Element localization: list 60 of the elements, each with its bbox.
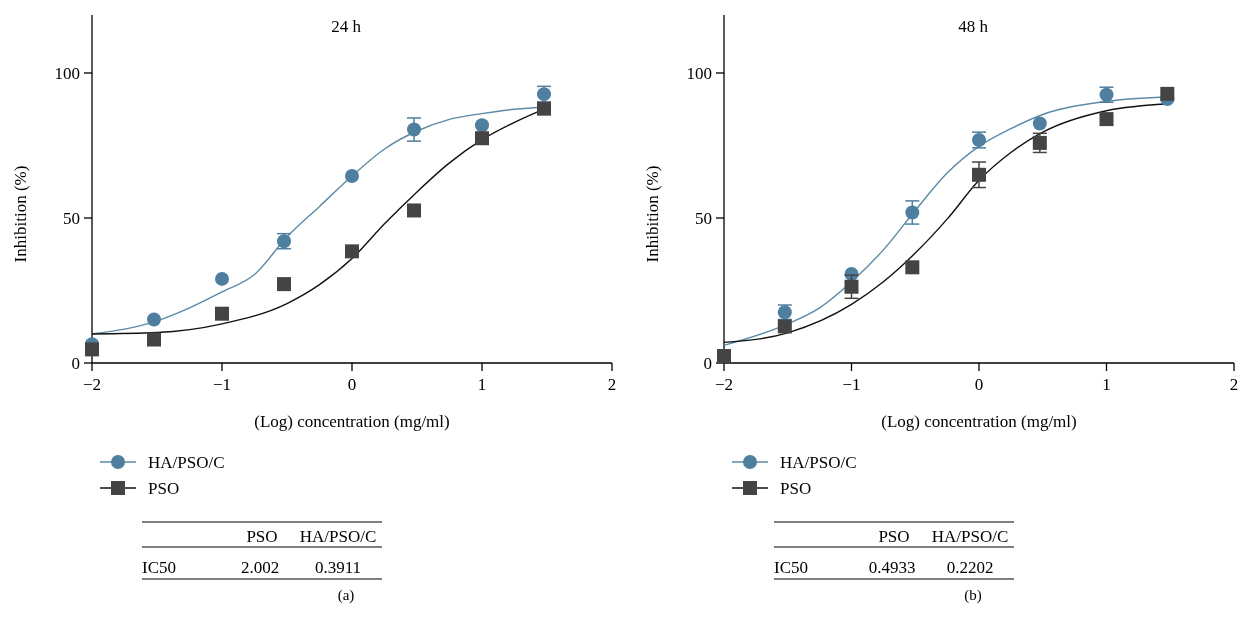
point (905, 260, 920, 275)
point (1032, 135, 1047, 150)
y-tick-label: 0 (71, 354, 80, 373)
legend-label: PSO (148, 479, 180, 498)
point (147, 312, 162, 327)
text: 0.2202 (946, 558, 994, 577)
x-tick-label: −2 (714, 375, 734, 394)
legend-label: HA/PSO/C (780, 453, 857, 472)
point (972, 167, 986, 182)
x-tick-label: 1 (477, 375, 487, 394)
point (215, 271, 229, 286)
text: (b) (964, 587, 982, 604)
text: 0.3911 (314, 558, 362, 577)
point (777, 319, 792, 334)
x-tick-label: 0 (347, 375, 357, 394)
x-tick-label: 2 (1229, 375, 1239, 394)
x-axis-title: (Log) concentration (mg/ml) (254, 412, 450, 431)
point (1160, 86, 1175, 101)
x-tick-label: −1 (212, 375, 232, 394)
point (844, 279, 859, 294)
point (277, 277, 292, 292)
text: PSO (878, 527, 910, 546)
x-axis-title: (Log) concentration (mg/ml) (881, 412, 1077, 431)
legend-label: HA/PSO/C (148, 453, 225, 472)
y-tick-label: 50 (695, 209, 712, 228)
x-tick-label: 1 (1102, 375, 1111, 394)
point (215, 306, 229, 321)
point (537, 101, 552, 116)
text: (a) (337, 587, 355, 604)
x-tick-label: −2 (82, 375, 102, 394)
y-tick-label: 100 (686, 64, 712, 83)
point (345, 168, 359, 183)
point (345, 244, 359, 259)
x-tick-label: −1 (842, 375, 861, 394)
point (147, 332, 162, 347)
chart-title: 24 h (331, 17, 362, 36)
point (475, 118, 489, 133)
point (407, 122, 422, 137)
text: 2.002 (240, 558, 280, 577)
y-tick-label: 100 (54, 64, 80, 83)
point (407, 203, 422, 218)
point (1032, 116, 1047, 131)
y-axis-title: Inhibition (%) (11, 165, 30, 263)
text: IC50 (774, 558, 808, 577)
y-tick-label: 0 (703, 354, 712, 373)
point (905, 205, 920, 220)
text: HA/PSO/C (931, 527, 1009, 546)
text: PSO (246, 527, 278, 546)
point (85, 342, 99, 357)
chart-title: 48 h (958, 17, 989, 36)
legend-label: PSO (780, 479, 812, 498)
point (475, 131, 489, 146)
point (1099, 112, 1114, 127)
x-tick-label: 0 (974, 375, 984, 394)
text: IC50 (142, 558, 176, 577)
y-tick-label: 50 (63, 209, 80, 228)
text: HA/PSO/C (299, 527, 377, 546)
y-axis-title: Inhibition (%) (643, 165, 662, 263)
text: 0.4933 (868, 558, 916, 577)
x-tick-label: 2 (607, 375, 617, 394)
